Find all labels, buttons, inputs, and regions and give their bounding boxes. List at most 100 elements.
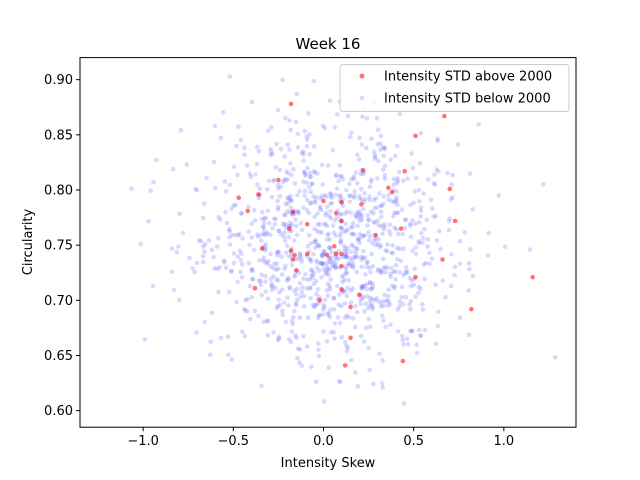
point-above-2000	[276, 177, 281, 183]
point-below-2000	[443, 294, 448, 300]
point-below-2000	[447, 216, 453, 221]
point-below-2000	[378, 214, 384, 220]
point-below-2000	[331, 329, 337, 335]
point-below-2000	[348, 249, 354, 255]
point-below-2000	[318, 261, 324, 266]
point-above-2000	[389, 189, 395, 195]
point-below-2000	[339, 211, 344, 217]
point-below-2000	[364, 260, 370, 265]
point-below-2000	[220, 109, 226, 115]
point-below-2000	[274, 249, 280, 255]
point-above-2000	[288, 248, 294, 253]
point-below-2000	[348, 210, 354, 216]
point-below-2000	[354, 309, 360, 315]
point-below-2000	[355, 236, 361, 242]
point-below-2000	[353, 214, 359, 219]
point-below-2000	[229, 357, 235, 362]
point-below-2000	[353, 249, 358, 255]
point-below-2000	[171, 287, 177, 293]
point-below-2000	[293, 301, 299, 306]
point-below-2000	[282, 238, 288, 244]
point-below-2000	[382, 176, 388, 182]
point-below-2000	[320, 182, 325, 187]
point-below-2000	[420, 240, 425, 245]
point-below-2000	[285, 295, 290, 300]
point-below-2000	[359, 233, 365, 239]
point-below-2000	[354, 269, 360, 275]
point-below-2000	[283, 212, 288, 218]
point-below-2000	[265, 333, 271, 338]
point-above-2000	[348, 335, 353, 341]
point-below-2000	[271, 216, 277, 222]
point-below-2000	[238, 137, 244, 143]
point-below-2000	[367, 303, 373, 308]
point-below-2000	[312, 198, 318, 204]
point-below-2000	[297, 251, 303, 256]
point-below-2000	[263, 279, 268, 284]
point-below-2000	[408, 298, 414, 304]
point-below-2000	[334, 112, 340, 117]
point-below-2000	[244, 308, 250, 314]
point-below-2000	[396, 169, 402, 175]
point-below-2000	[301, 293, 307, 299]
point-below-2000	[311, 251, 316, 257]
point-below-2000	[323, 221, 328, 227]
point-below-2000	[313, 245, 318, 251]
point-below-2000	[402, 217, 408, 223]
point-below-2000	[408, 283, 414, 289]
point-below-2000	[401, 246, 406, 252]
point-below-2000	[281, 300, 287, 305]
point-below-2000	[389, 198, 395, 204]
point-below-2000	[218, 335, 224, 341]
point-below-2000	[129, 186, 134, 191]
plot-frame	[79, 57, 577, 428]
point-below-2000	[380, 358, 385, 363]
point-below-2000	[326, 245, 332, 250]
point-below-2000	[254, 161, 260, 167]
point-below-2000	[235, 172, 240, 178]
point-above-2000	[333, 251, 339, 257]
point-below-2000	[275, 207, 281, 212]
point-below-2000	[321, 252, 326, 257]
point-below-2000	[345, 285, 350, 291]
point-below-2000	[174, 249, 180, 255]
point-below-2000	[307, 285, 313, 291]
point-below-2000	[283, 169, 289, 174]
point-below-2000	[237, 231, 242, 237]
point-below-2000	[201, 201, 207, 207]
point-below-2000	[223, 209, 228, 215]
point-below-2000	[385, 242, 390, 247]
point-below-2000	[297, 252, 303, 258]
point-below-2000	[275, 249, 281, 255]
point-below-2000	[364, 116, 370, 121]
point-below-2000	[222, 260, 227, 265]
point-below-2000	[348, 134, 353, 140]
point-below-2000	[342, 248, 347, 254]
point-above-2000	[259, 246, 265, 251]
point-below-2000	[293, 302, 299, 308]
point-below-2000	[321, 248, 327, 254]
point-below-2000	[218, 217, 223, 222]
point-below-2000	[380, 167, 386, 173]
point-below-2000	[373, 196, 379, 201]
point-below-2000	[250, 268, 255, 273]
point-below-2000	[242, 306, 247, 312]
point-below-2000	[305, 137, 310, 143]
point-below-2000	[327, 98, 333, 104]
point-below-2000	[264, 187, 270, 192]
point-below-2000	[295, 192, 300, 198]
point-below-2000	[275, 182, 281, 188]
point-below-2000	[427, 261, 432, 267]
point-below-2000	[208, 339, 214, 345]
point-below-2000	[403, 294, 409, 300]
point-below-2000	[394, 143, 400, 149]
point-below-2000	[416, 220, 422, 225]
point-below-2000	[338, 193, 343, 199]
point-above-2000	[339, 199, 344, 205]
point-below-2000	[150, 283, 156, 289]
point-below-2000	[435, 138, 441, 144]
point-below-2000	[437, 228, 442, 234]
chart-title: Week 16	[296, 35, 361, 53]
point-below-2000	[362, 255, 368, 261]
point-below-2000	[375, 268, 381, 274]
